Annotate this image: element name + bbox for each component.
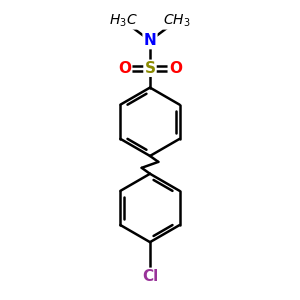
Text: O: O: [118, 61, 131, 76]
Text: Cl: Cl: [142, 269, 158, 284]
Text: $H_3C$: $H_3C$: [109, 13, 138, 29]
Text: $CH_3$: $CH_3$: [163, 13, 190, 29]
Text: O: O: [169, 61, 182, 76]
Text: N: N: [144, 33, 156, 48]
Text: S: S: [145, 61, 155, 76]
